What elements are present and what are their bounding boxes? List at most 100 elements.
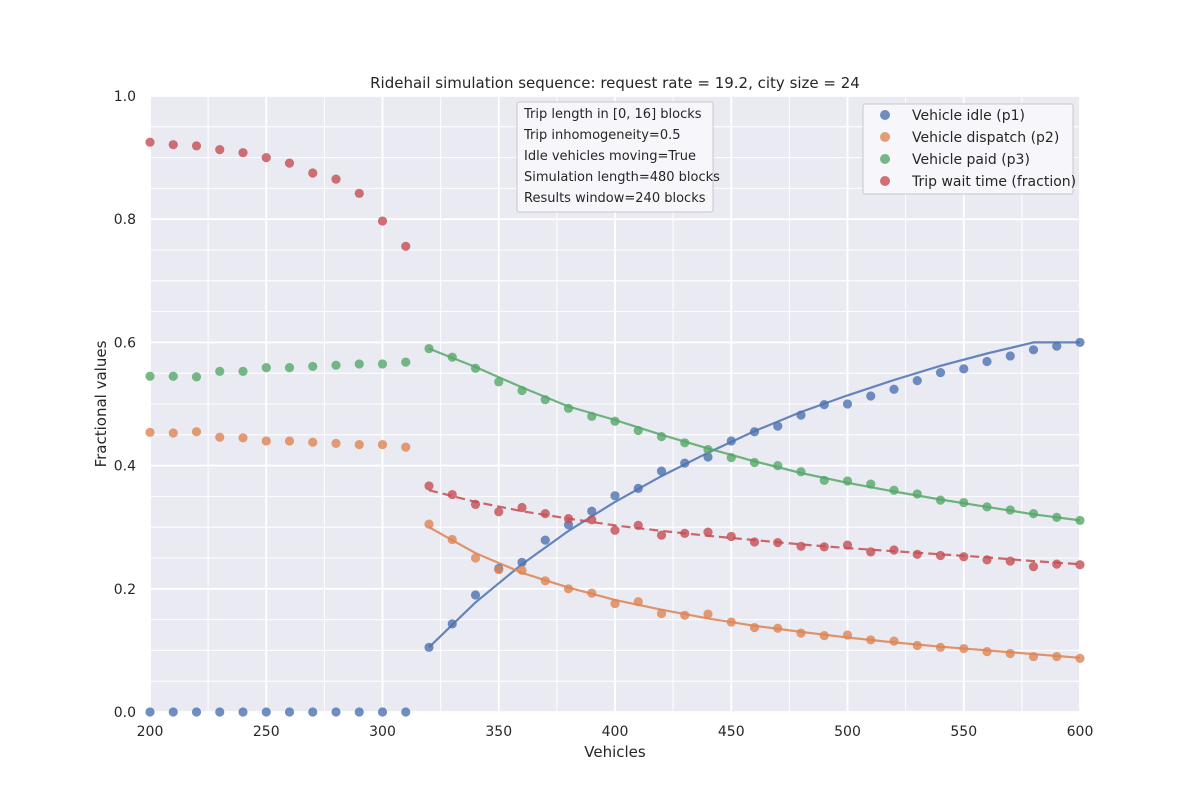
annotation-line: Trip length in [0, 16] blocks xyxy=(523,107,702,122)
data-point xyxy=(540,535,550,545)
data-point xyxy=(308,361,318,372)
data-point xyxy=(889,485,899,495)
data-point xyxy=(1075,653,1085,664)
data-point xyxy=(494,377,504,387)
data-point xyxy=(145,707,155,717)
y-tick-label: 0.6 xyxy=(114,335,136,351)
data-point xyxy=(587,411,597,421)
data-point xyxy=(238,148,248,158)
data-point xyxy=(656,530,667,540)
data-point xyxy=(726,452,736,463)
data-point xyxy=(842,476,853,486)
data-point xyxy=(191,141,202,151)
data-point xyxy=(726,531,736,542)
data-point xyxy=(749,427,760,437)
data-point xyxy=(959,552,969,562)
data-point xyxy=(284,363,295,373)
data-point xyxy=(145,137,155,147)
data-point xyxy=(680,438,690,448)
data-point xyxy=(168,428,178,438)
data-point xyxy=(819,542,829,552)
data-point xyxy=(819,475,829,485)
data-point xyxy=(842,540,853,550)
data-point xyxy=(215,432,225,442)
data-point xyxy=(749,623,760,633)
data-point xyxy=(354,359,364,369)
data-point xyxy=(610,491,620,501)
data-point xyxy=(726,436,736,446)
legend-marker xyxy=(880,110,890,120)
y-tick-label: 0.4 xyxy=(114,459,136,475)
data-point xyxy=(819,400,829,410)
annotation-line: Trip inhomogeneity=0.5 xyxy=(523,128,681,143)
data-point xyxy=(889,545,899,555)
x-tick-label: 500 xyxy=(834,724,861,740)
data-points xyxy=(145,137,1085,717)
data-point xyxy=(842,399,853,409)
data-point xyxy=(819,631,829,641)
data-point xyxy=(656,432,667,442)
data-point xyxy=(191,707,202,717)
data-point xyxy=(1028,345,1039,355)
data-point xyxy=(494,565,504,575)
data-point xyxy=(773,421,783,431)
data-point xyxy=(331,174,341,184)
data-point xyxy=(982,502,992,512)
data-point xyxy=(284,158,295,168)
data-point xyxy=(842,630,853,640)
data-point xyxy=(912,375,922,386)
data-point xyxy=(773,623,783,633)
data-point xyxy=(284,707,295,717)
data-point xyxy=(610,598,620,609)
chart-title: Ridehail simulation sequence: request ra… xyxy=(370,74,860,92)
y-tick-label: 0.8 xyxy=(114,212,136,228)
data-point xyxy=(401,241,411,251)
data-point xyxy=(145,371,155,381)
legend-marker xyxy=(880,154,890,164)
data-point xyxy=(447,534,457,545)
data-point xyxy=(959,497,969,508)
data-point xyxy=(982,647,992,657)
data-point xyxy=(935,642,946,652)
data-point xyxy=(796,628,806,638)
data-point xyxy=(656,608,667,619)
data-point xyxy=(354,188,364,198)
data-point xyxy=(796,467,806,477)
data-point xyxy=(703,527,713,537)
legend-label: Vehicle dispatch (p2) xyxy=(912,130,1059,146)
data-point xyxy=(610,416,620,426)
data-point xyxy=(308,437,318,447)
data-point xyxy=(656,466,667,476)
data-point xyxy=(284,436,295,446)
data-point xyxy=(168,140,178,150)
data-point xyxy=(424,343,434,354)
data-point xyxy=(866,479,876,489)
data-point xyxy=(424,642,434,652)
y-tick-label: 0.2 xyxy=(114,582,136,598)
data-point xyxy=(796,541,806,551)
data-point xyxy=(261,707,271,717)
data-point xyxy=(912,549,922,559)
data-point xyxy=(424,481,434,491)
data-point xyxy=(982,356,992,367)
data-point xyxy=(261,436,271,446)
data-point xyxy=(912,640,922,651)
data-point xyxy=(238,366,248,376)
annotation-line: Simulation length=480 blocks xyxy=(524,170,720,185)
data-point xyxy=(215,707,225,717)
data-point xyxy=(401,357,411,367)
data-point xyxy=(377,216,388,226)
data-point xyxy=(1052,341,1062,351)
data-point xyxy=(726,617,736,627)
data-point xyxy=(401,442,411,452)
data-point xyxy=(261,363,271,373)
data-point xyxy=(215,366,225,376)
data-point xyxy=(238,433,248,443)
data-point xyxy=(587,506,597,516)
data-point xyxy=(540,576,550,586)
data-point xyxy=(1028,509,1039,519)
data-point xyxy=(1028,651,1039,662)
data-point xyxy=(354,440,364,450)
data-point xyxy=(563,403,574,413)
data-point xyxy=(959,643,969,654)
